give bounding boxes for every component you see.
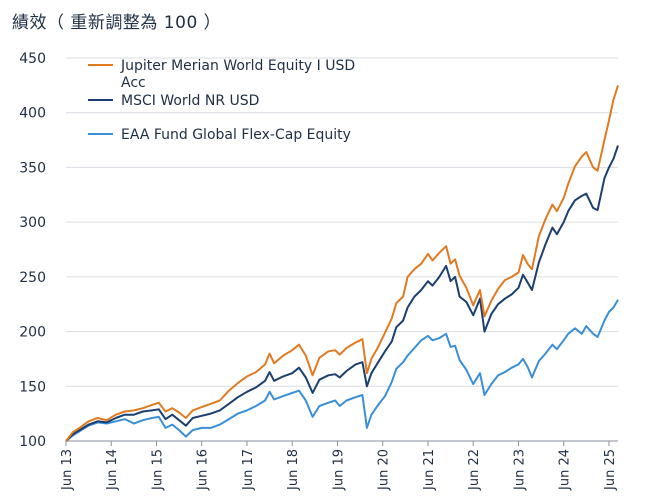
series-line-0 <box>65 85 619 442</box>
x-tick-label: Jun 21 <box>422 449 437 491</box>
x-tick-label: Jun 19 <box>331 449 346 491</box>
y-tick-label: 250 <box>19 270 46 286</box>
x-tick-label: Jun 18 <box>286 449 301 491</box>
legend-label-0: Jupiter Merian World Equity I USD <box>120 58 355 74</box>
y-tick-label: 350 <box>19 160 46 176</box>
x-tick-label: Jun 14 <box>105 449 120 491</box>
x-tick-label: Jun 17 <box>241 449 256 491</box>
x-axis-labels: Jun 13 Jun 14 Jun 15 Jun 16 Jun 17 Jun 18 Jun … <box>60 440 618 491</box>
legend-label-0: Acc <box>121 75 146 91</box>
series-line-1 <box>65 145 619 442</box>
x-tick-label: Jun 13 <box>60 449 75 491</box>
y-tick-label: 450 <box>19 51 46 67</box>
y-tick-label: 200 <box>19 325 46 341</box>
series-line-2 <box>65 299 619 442</box>
x-tick-label: Jun 16 <box>196 449 211 491</box>
y-tick-label: 400 <box>19 106 46 122</box>
legend-label-2: EAA Fund Global Flex-Cap Equity <box>121 127 351 143</box>
series-lines <box>65 85 619 442</box>
chart-title: 績效（ 重新調整為 100 ） <box>12 13 222 33</box>
y-axis-labels: 100 150 200 250 300 350 400 450 <box>19 51 46 450</box>
x-tick-label: Jun 23 <box>512 449 527 491</box>
y-tick-label: 150 <box>19 379 46 395</box>
x-tick-label: Jun 22 <box>467 449 482 491</box>
x-tick-label: Jun 15 <box>150 449 165 491</box>
y-tick-label: 300 <box>19 215 46 231</box>
x-tick-label: Jun 25 <box>603 449 618 491</box>
legend-label-1: MSCI World NR USD <box>121 93 259 109</box>
y-tick-label: 100 <box>19 434 46 450</box>
x-tick-label: Jun 20 <box>377 449 392 491</box>
x-tick-label: Jun 24 <box>558 449 573 491</box>
